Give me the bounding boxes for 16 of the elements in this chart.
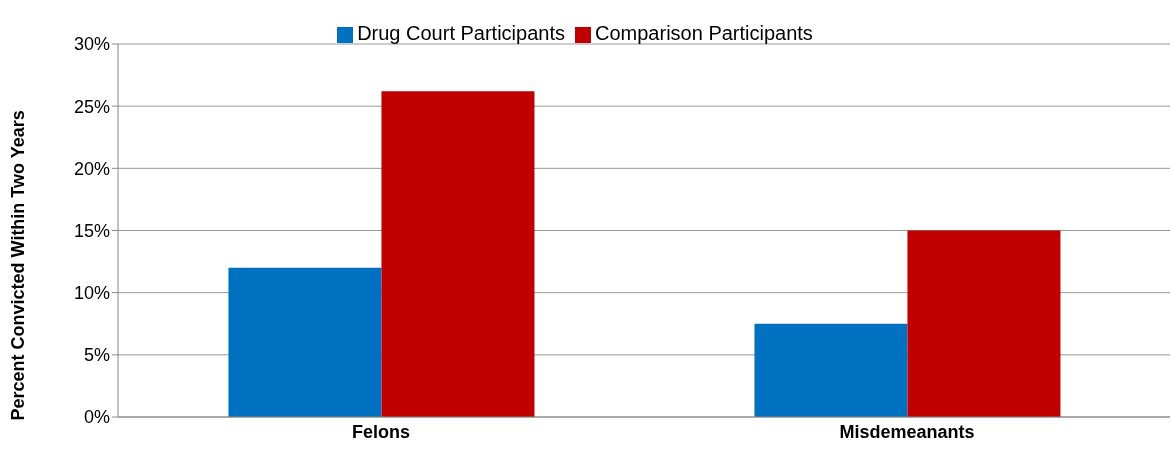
y-tick-label: 0% — [83, 407, 110, 428]
x-tick-label: Felons — [351, 421, 411, 442]
y-axis-title: Percent Convicted Within Two Years — [8, 110, 29, 421]
bar — [754, 323, 908, 417]
y-tick-label: 15% — [73, 220, 110, 241]
y-tick-label: 20% — [73, 158, 110, 179]
bar — [907, 230, 1061, 417]
bar — [228, 267, 382, 417]
legend-label: Comparison Participants — [595, 22, 813, 44]
y-tick-label: 5% — [83, 345, 110, 366]
y-tick-label: 10% — [73, 283, 110, 304]
bar — [381, 91, 535, 417]
legend-label: Drug Court Participants — [357, 22, 565, 44]
y-tick-label: 25% — [73, 96, 110, 117]
x-tick-label: Misdemeanants — [839, 421, 975, 442]
y-tick-label: 30% — [73, 34, 110, 55]
